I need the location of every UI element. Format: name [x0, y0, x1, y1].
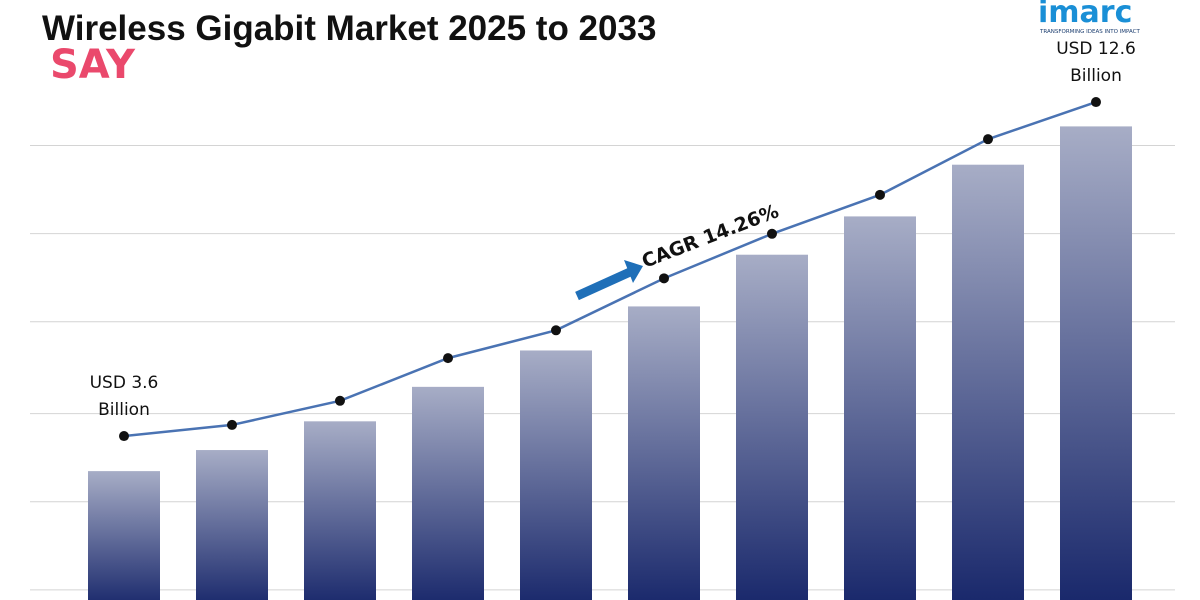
cagr-arrow: [575, 267, 632, 301]
watermark: SAY: [50, 42, 136, 88]
line-point: [119, 431, 129, 442]
line-point: [983, 134, 993, 145]
line-point: [659, 273, 669, 284]
line-point: [875, 189, 885, 200]
line-point: [551, 325, 561, 336]
chart-title: Wireless Gigabit Market 2025 to 2033: [42, 9, 656, 48]
bar: [520, 350, 592, 600]
bar: [304, 421, 376, 600]
line-point: [335, 395, 345, 406]
line-point: [227, 419, 237, 430]
line-point: [767, 228, 777, 239]
bar: [952, 164, 1024, 600]
trend-line: [123, 100, 1097, 438]
line-point: [443, 353, 453, 364]
value-label: USD 12.6 Billion: [1056, 39, 1136, 87]
bar: [736, 254, 808, 600]
bar: [844, 216, 916, 600]
logo: imarc: [1038, 0, 1132, 30]
logo-tagline: TRANSFORMING IDEAS INTO IMPACT: [1039, 29, 1140, 35]
bar: [196, 450, 268, 600]
bar: [412, 386, 484, 600]
cagr-arrow-head: [624, 260, 643, 283]
bar: [88, 471, 160, 600]
line-point: [1091, 97, 1101, 108]
value-label: USD 3.6 Billion: [89, 373, 159, 421]
bar: [628, 306, 700, 600]
bar: [1060, 126, 1132, 600]
